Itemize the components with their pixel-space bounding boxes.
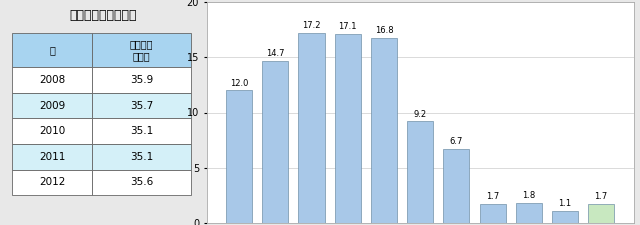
Bar [12,67,93,93]
Text: 14.7: 14.7 [266,49,285,58]
Bar [12,170,93,195]
Text: 2008: 2008 [39,75,65,85]
Text: 年: 年 [49,45,55,55]
Bar [516,203,542,223]
Text: 2010: 2010 [39,126,65,136]
Bar [479,204,506,223]
Bar [371,38,397,223]
Text: 6.7: 6.7 [450,137,463,146]
Text: 1.7: 1.7 [486,192,499,201]
Bar [12,118,93,144]
Bar [93,170,191,195]
Text: 2011: 2011 [39,152,65,162]
Text: 1.1: 1.1 [558,199,572,208]
Text: 35.7: 35.7 [130,101,154,111]
Bar [93,93,191,118]
Bar [262,61,289,223]
Bar [93,67,191,93]
Text: 16.8: 16.8 [374,26,393,35]
Title: 年代別の構成比: 年代別の構成比 [394,0,446,1]
Bar [12,93,93,118]
Bar [298,33,324,223]
Bar [335,34,361,223]
Bar [552,211,578,223]
Text: 平均年齢
（歳）: 平均年齢 （歳） [130,39,154,61]
Text: 2012: 2012 [39,177,65,187]
Bar [444,149,469,223]
Text: 1.7: 1.7 [595,192,608,201]
Text: 9.2: 9.2 [413,110,427,119]
Text: 17.2: 17.2 [302,21,321,30]
Text: 1.8: 1.8 [522,191,536,200]
Text: 17.1: 17.1 [339,22,357,32]
Text: 企業平均年齢の推移: 企業平均年齢の推移 [70,9,137,22]
Bar [12,144,93,170]
Bar [407,121,433,223]
Bar [93,33,191,67]
Text: 2009: 2009 [39,101,65,111]
Text: 35.6: 35.6 [130,177,154,187]
Text: 35.1: 35.1 [130,126,154,136]
Bar [93,118,191,144]
Bar [226,90,252,223]
Bar [588,204,614,223]
Bar [93,144,191,170]
Text: 12.0: 12.0 [230,79,248,88]
Text: 35.9: 35.9 [130,75,154,85]
Text: 35.1: 35.1 [130,152,154,162]
Bar [12,33,93,67]
